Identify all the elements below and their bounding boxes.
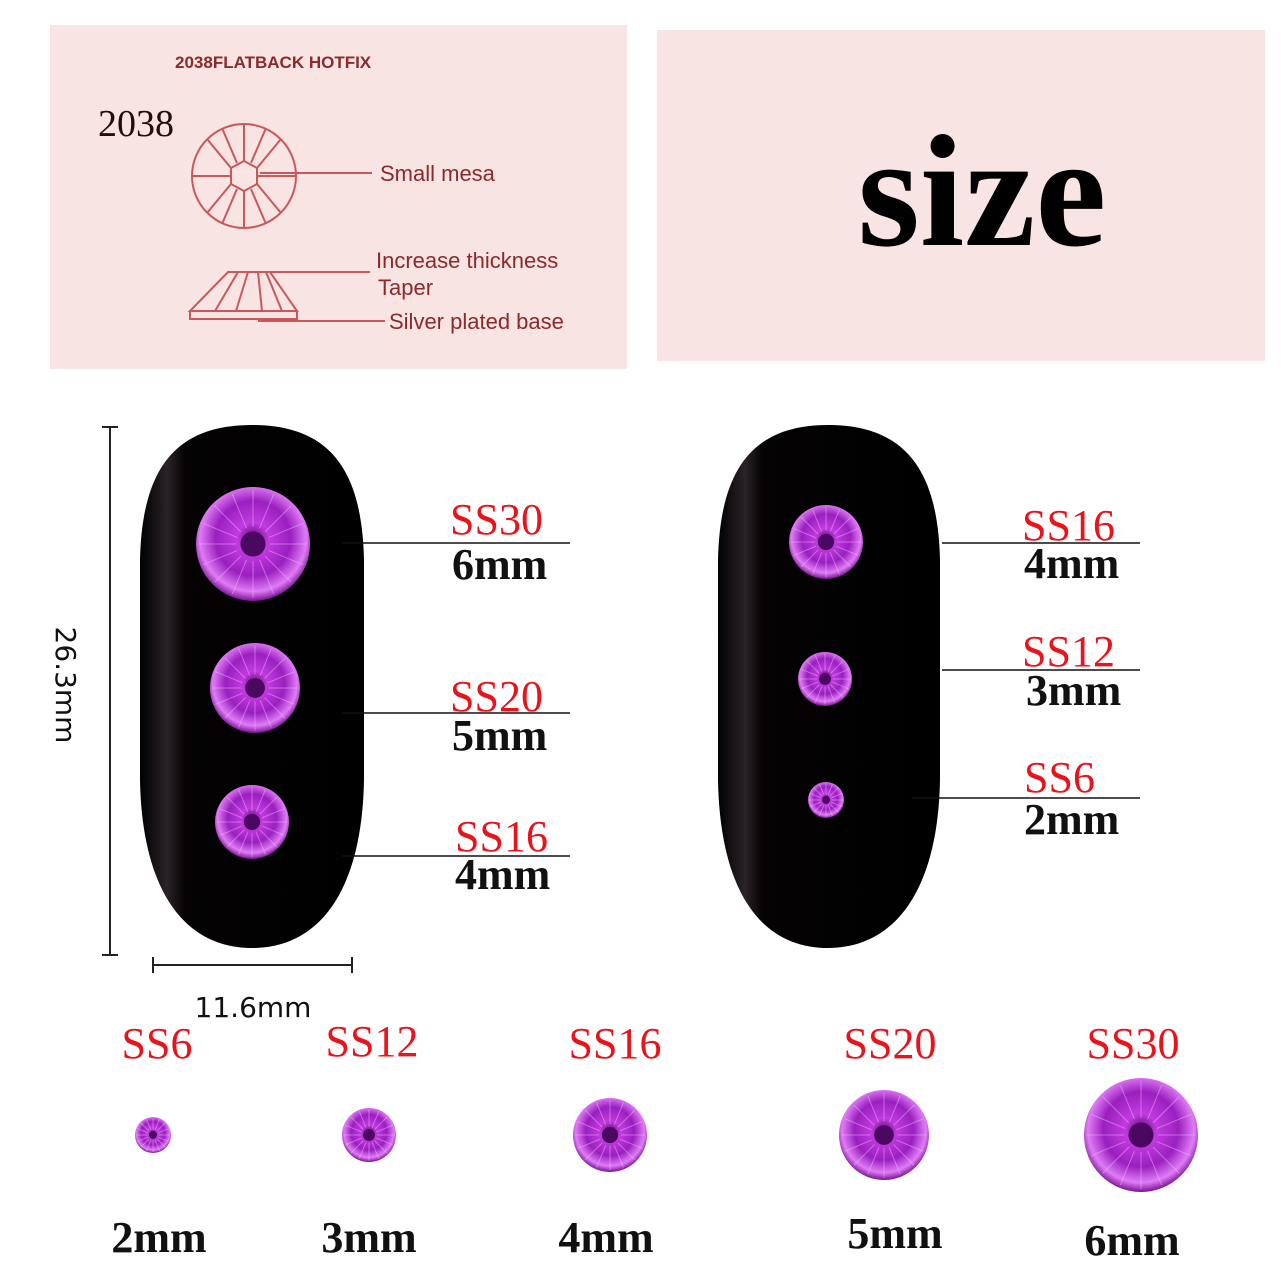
nail-right-callouts [912,542,1140,799]
rhinestone-icon [789,505,863,579]
callout-code: SS16 [1022,501,1115,550]
diagram-heading: 2038FLATBACK HOTFIX [175,53,372,72]
label-small-mesa: Small mesa [380,161,496,186]
size-mm: 2mm [111,1213,206,1262]
rhinestone-icon [839,1090,929,1180]
width-dimension [152,957,353,973]
rhinestone-icon [798,652,852,706]
rhinestone-icon [342,1108,396,1162]
rhinestone-icon [808,782,844,818]
rhinestone-icon [1084,1078,1198,1192]
label-increase-thickness: Increase thickness [376,248,558,273]
rhinestone-icon [210,643,300,733]
label-silver-plated-base: Silver plated base [389,309,564,334]
rhinestone-icon [215,785,289,859]
diagram-panel: 2038FLATBACK HOTFIX 2038 Small mesa Incr… [50,25,627,369]
height-label: 26.3mm [49,627,82,744]
size-code: SS6 [122,1019,193,1068]
gem-top-view-icon [191,123,372,229]
size-code: SS12 [326,1017,419,1066]
callout-mm: 4mm [455,850,550,899]
size-mm: 3mm [321,1213,416,1262]
callout-mm: 6mm [452,540,547,589]
callout-mm: 2mm [1024,795,1119,844]
gem-side-view-icon [187,271,385,322]
label-taper: Taper [378,275,433,300]
size-code: SS30 [1087,1019,1180,1068]
size-mm: 4mm [558,1213,653,1262]
model-number: 2038 [98,103,174,145]
callout-code: SS16 [455,812,548,861]
size-code: SS20 [844,1019,937,1068]
size-code: SS16 [569,1019,662,1068]
rhinestone-icon [196,487,310,601]
width-label: 11.6mm [195,991,312,1024]
callout-mm: 5mm [452,711,547,760]
rhinestone-icon [573,1098,647,1172]
callout-code: SS20 [450,672,543,721]
callout-code: SS12 [1022,627,1115,676]
callout-code: SS6 [1024,753,1095,802]
height-dimension [102,426,118,956]
size-title-panel: size [657,30,1265,361]
nail-left-callouts [342,542,570,857]
callout-mm: 3mm [1026,666,1121,715]
size-mm: 6mm [1084,1216,1179,1265]
callout-code: SS30 [450,495,543,544]
size-mm: 5mm [847,1209,942,1258]
rhinestone-icon [135,1117,171,1153]
size-title: size [858,102,1107,280]
callout-mm: 4mm [1024,539,1119,588]
